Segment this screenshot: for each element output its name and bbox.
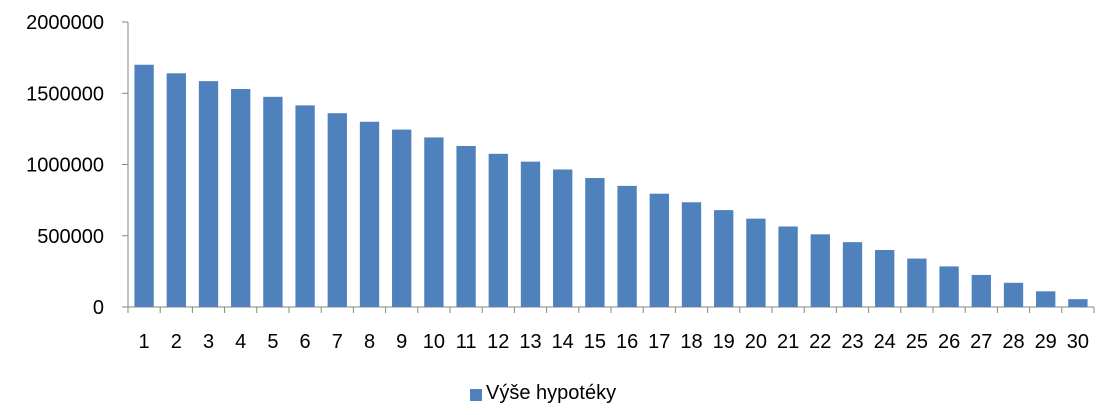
bar-11 — [456, 145, 476, 307]
bar-3 — [198, 81, 219, 307]
bar-20 — [746, 218, 766, 307]
bar-17 — [649, 193, 669, 307]
x-axis: 1 2 3 4 5 6 7 8 9 10 11 12 13 14 15 16 17 18 19 20 21 22 23 24 2… — [127, 306, 1095, 353]
x-tick-label: 19 — [713, 331, 735, 353]
bar-29 — [1036, 291, 1056, 307]
bar-27 — [971, 274, 991, 307]
x-tick-label: 23 — [841, 331, 863, 353]
y-axis: 0 500000 1000000 1500000 2000000 — [26, 12, 129, 319]
x-tick-label: 9 — [396, 331, 407, 353]
bar-10 — [424, 137, 444, 307]
x-tick-label: 10 — [423, 331, 445, 353]
x-tick-label: 29 — [1035, 331, 1057, 353]
y-tick-label: 1000000 — [26, 155, 104, 177]
bar-23 — [842, 242, 863, 307]
y-tick-label: 1500000 — [26, 83, 104, 105]
x-tick-label: 4 — [235, 331, 246, 353]
y-tick-label: 2000000 — [26, 12, 104, 34]
x-tick-label: 8 — [364, 331, 375, 353]
bar-26 — [939, 266, 959, 307]
x-tick-label: 30 — [1067, 331, 1089, 353]
x-tick-label: 24 — [874, 331, 896, 353]
x-tick-label: 1 — [139, 331, 150, 353]
bar-1 — [134, 64, 154, 307]
legend-label: Výše hypotéky — [486, 382, 616, 404]
bar-21 — [778, 226, 798, 307]
x-tick-label: 7 — [332, 331, 343, 353]
x-tick-label: 15 — [584, 331, 606, 353]
x-tick-label: 18 — [680, 331, 702, 353]
x-tick-label: 26 — [938, 331, 960, 353]
bar-30 — [1068, 299, 1088, 307]
x-tick-label: 3 — [203, 331, 214, 353]
x-tick-label: 27 — [970, 331, 992, 353]
bar-18 — [681, 202, 702, 307]
legend-swatch — [470, 389, 482, 401]
bar-14 — [553, 169, 573, 307]
x-tick-label: 6 — [300, 331, 311, 353]
bar-7 — [327, 113, 347, 307]
x-tick-label: 12 — [487, 331, 509, 353]
bar-16 — [617, 185, 637, 307]
bar-8 — [359, 121, 380, 307]
bar-15 — [585, 178, 605, 307]
x-tick-label: 11 — [456, 331, 477, 353]
bar-9 — [392, 129, 412, 307]
bar-2 — [166, 73, 186, 307]
bars — [134, 64, 1088, 307]
bar-24 — [875, 250, 895, 307]
bar-19 — [714, 210, 734, 307]
x-tick-label: 16 — [616, 331, 638, 353]
x-tick-label: 25 — [906, 331, 928, 353]
legend: Výše hypotéky — [470, 382, 616, 404]
y-tick-label: 0 — [93, 297, 104, 319]
x-tick-label: 22 — [809, 331, 831, 353]
bar-25 — [907, 258, 927, 307]
x-tick-label: 21 — [777, 331, 799, 353]
bar-5 — [263, 96, 283, 307]
bar-4 — [231, 88, 251, 307]
bar-22 — [810, 234, 830, 307]
x-tick-label: 2 — [171, 331, 182, 353]
x-tick-label: 28 — [1002, 331, 1024, 353]
x-tick-label: 20 — [745, 331, 767, 353]
x-tick-label: 13 — [519, 331, 541, 353]
bar-6 — [295, 105, 315, 307]
x-tick-label: 17 — [648, 331, 670, 353]
bar-13 — [520, 161, 541, 307]
bar-28 — [1003, 282, 1024, 307]
bar-12 — [488, 153, 508, 307]
x-tick-label: 14 — [552, 331, 574, 353]
x-tick-label: 5 — [267, 331, 278, 353]
y-tick-label: 500000 — [37, 226, 104, 248]
